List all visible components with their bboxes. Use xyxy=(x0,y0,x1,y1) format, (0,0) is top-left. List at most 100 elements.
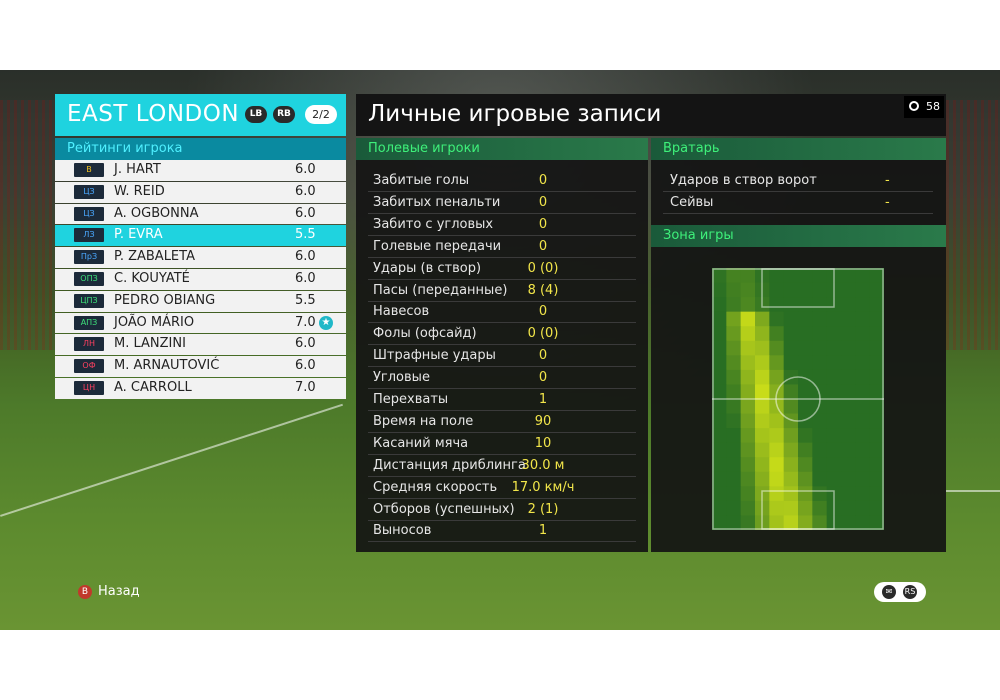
heatmap-cell xyxy=(740,457,756,473)
player-row[interactable]: ЦЗ A. OGBONNA 6.0 xyxy=(55,203,346,225)
stat-value: 0 xyxy=(538,238,548,254)
heatmap-cell xyxy=(769,413,785,429)
heatmap-cell xyxy=(740,297,756,313)
player-rating: 6.0 xyxy=(295,249,316,265)
stat-row: Дистанция дриблинга 30.0 м xyxy=(368,455,636,477)
player-rating: 6.0 xyxy=(295,205,316,221)
play-zone-title: Зона игры xyxy=(651,225,946,247)
heatmap-cell xyxy=(869,515,884,530)
heatmap-cell xyxy=(726,326,742,342)
heatmap-cell xyxy=(812,428,828,444)
stat-value: 0 xyxy=(538,304,548,320)
heatmap-cell xyxy=(812,442,828,458)
pitch-marking xyxy=(761,268,835,308)
heatmap-cell xyxy=(712,326,727,342)
heatmap-cell xyxy=(769,282,785,298)
heatmap-cell xyxy=(755,471,770,487)
heatmap-cell xyxy=(826,471,842,487)
player-row[interactable]: ЦН A. CARROLL 7.0 xyxy=(55,377,346,399)
position-badge: ЛЗ xyxy=(74,228,104,243)
heatmap-cell xyxy=(812,268,828,284)
player-row[interactable]: В J. HART 6.0 xyxy=(55,160,346,181)
heatmap-cell xyxy=(712,399,727,415)
lb-button-icon[interactable]: LB xyxy=(245,106,267,123)
player-row[interactable]: ЛН M. LANZINI 6.0 xyxy=(55,334,346,356)
ratings-title: Рейтинги игрока xyxy=(55,138,346,160)
stat-label: Дистанция дриблинга xyxy=(373,457,526,473)
player-row[interactable]: ЦПЗ PEDRO OBIANG 5.5 xyxy=(55,290,346,312)
heatmap-cell xyxy=(826,457,842,473)
heatmap-cell xyxy=(783,471,799,487)
player-row[interactable]: ПрЗ P. ZABALETA 6.0 xyxy=(55,247,346,268)
heatmap-cell xyxy=(769,457,785,473)
heatmap-cell xyxy=(812,282,828,298)
stat-value: 17.0 км/ч xyxy=(511,479,575,495)
stat-row: Касаний мяча 10 xyxy=(368,433,636,455)
heatmap-cell xyxy=(869,311,884,327)
heatmap-cell xyxy=(712,515,727,530)
heatmap-cell xyxy=(769,355,785,371)
heatmap-cell xyxy=(726,340,742,356)
player-rating: 5.5 xyxy=(295,227,316,243)
player-row[interactable]: ОФ M. ARNAUTOVIĆ 6.0 xyxy=(55,356,346,377)
chat-control[interactable]: ✉ RS xyxy=(874,582,926,602)
heatmap-cell xyxy=(783,500,799,516)
heatmap-cell xyxy=(798,442,813,458)
heatmap-cell xyxy=(740,268,756,284)
heatmap-cell xyxy=(769,471,785,487)
heatmap-cell xyxy=(726,500,742,516)
player-name: M. LANZINI xyxy=(114,336,186,352)
heatmap-cell xyxy=(826,369,842,385)
heatmap-cell xyxy=(812,297,828,313)
heatmap-cell xyxy=(726,399,742,415)
stat-label: Угловые xyxy=(373,370,430,386)
stat-row: Забито с угловых 0 xyxy=(368,214,636,236)
heatmap-cell xyxy=(855,384,871,400)
heatmap-cell xyxy=(798,282,813,298)
heatmap-cell xyxy=(726,369,742,385)
pitch-line xyxy=(946,490,1000,492)
heatmap-cell xyxy=(855,486,871,502)
stat-row: Забитых пенальти 0 xyxy=(368,192,636,214)
heatmap-cell xyxy=(769,369,785,385)
heatmap-cell xyxy=(812,311,828,327)
player-rating: 5.5 xyxy=(295,292,316,308)
heatmap-cell xyxy=(712,500,727,516)
heatmap-cell xyxy=(755,413,770,429)
heatmap-cell xyxy=(812,384,828,400)
player-row[interactable]: АПЗ JOÃO MÁRIO 7.0 ★ xyxy=(55,312,346,334)
rb-button-icon[interactable]: RB xyxy=(273,106,295,123)
player-row[interactable]: ОПЗ C. KOUYATÉ 6.0 xyxy=(55,268,346,290)
player-name: PEDRO OBIANG xyxy=(114,292,216,308)
player-name: W. REID xyxy=(114,183,165,199)
heatmap-cell xyxy=(841,311,856,327)
heatmap-cell xyxy=(869,471,884,487)
position-badge: ПрЗ xyxy=(74,250,104,265)
back-button[interactable]: B Назад xyxy=(78,584,140,599)
heatmap-cell xyxy=(783,297,799,313)
heatmap-cell xyxy=(798,384,813,400)
heatmap-cell xyxy=(783,355,799,371)
player-row[interactable]: ЦЗ W. REID 6.0 xyxy=(55,181,346,203)
gk-stat-row: Ударов в створ ворот - xyxy=(663,170,933,192)
heatmap-cell xyxy=(755,428,770,444)
player-row[interactable]: ЛЗ P. EVRA 5.5 xyxy=(55,225,346,247)
stat-row: Угловые 0 xyxy=(368,367,636,390)
heatmap-cell xyxy=(783,340,799,356)
player-name: A. OGBONNA xyxy=(114,205,199,221)
stat-label: Штрафные удары xyxy=(373,348,496,364)
heatmap-cell xyxy=(812,413,828,429)
player-name: C. KOUYATÉ xyxy=(114,270,190,286)
gk-stat-value: - xyxy=(885,173,890,188)
heatmap-cell xyxy=(726,457,742,473)
heatmap-cell xyxy=(755,340,770,356)
stat-value: 0 (0) xyxy=(527,326,559,342)
position-badge: В xyxy=(74,163,104,177)
stat-row: Навесов 0 xyxy=(368,301,636,324)
page-title: Личные игровые записи xyxy=(368,101,662,127)
stat-row: Средняя скорость 17.0 км/ч xyxy=(368,477,636,499)
heatmap-cell xyxy=(769,297,785,313)
heatmap-cell xyxy=(826,442,842,458)
player-rating: 6.0 xyxy=(295,270,316,286)
